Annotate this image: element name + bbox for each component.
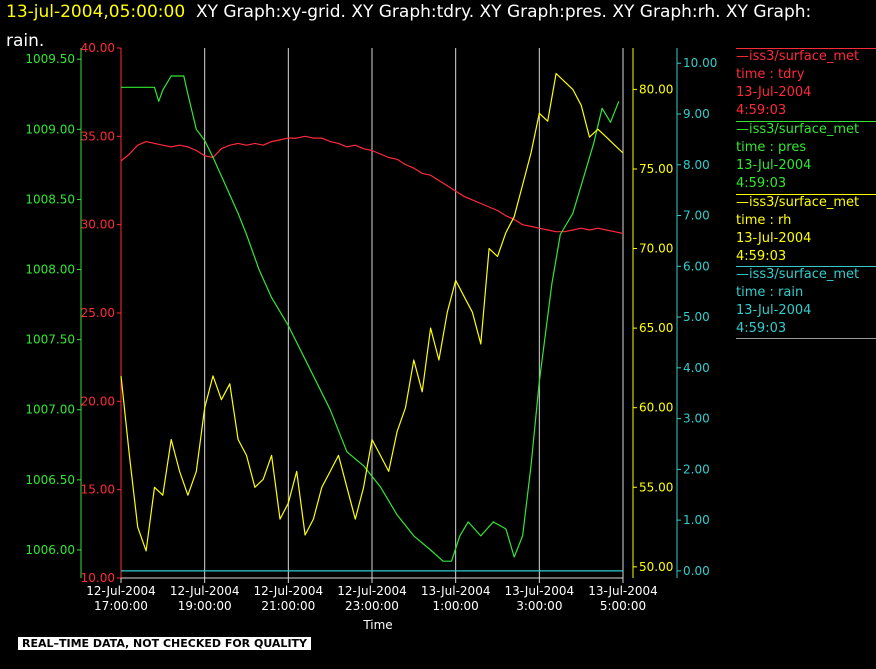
x-tick-label-time: 3:00:00	[516, 599, 562, 613]
tdry-tick-label: 10.00	[81, 571, 115, 585]
pres-tick-label: 1009.50	[25, 52, 75, 66]
legend-source: —iss3/surface_met	[736, 195, 860, 210]
legend-source-text: iss3/surface_met	[749, 49, 860, 64]
legend-source: —iss3/surface_met	[736, 267, 860, 282]
pres-tick-label: 1007.00	[25, 403, 75, 417]
rain-tick-label: 1.00	[683, 513, 710, 527]
legend-source: —iss3/surface_met	[736, 122, 860, 137]
pres-tick-label: 1009.00	[25, 122, 75, 136]
rh-tick-label: 55.00	[639, 480, 673, 494]
rain-tick-label: 8.00	[683, 158, 710, 172]
rain-tick-label: 7.00	[683, 209, 710, 223]
rain-tick-label: 2.00	[683, 462, 710, 476]
rh-tick-label: 50.00	[639, 560, 673, 574]
rain-tick-label: 4.00	[683, 361, 710, 375]
tdry-tick-label: 35.00	[81, 129, 115, 143]
rain-tick-label: 5.00	[683, 310, 710, 324]
quality-disclaimer: REAL–TIME DATA, NOT CHECKED FOR QUALITY	[18, 637, 312, 650]
tdry-tick-label: 40.00	[81, 41, 115, 55]
rain-tick-label: 3.00	[683, 412, 710, 426]
pres-tick-label: 1008.00	[25, 263, 75, 277]
chart-title: 13-jul-2004,05:00:00 XY Graph:xy-grid. X…	[6, 2, 811, 22]
x-tick-label-date: 12-Jul-2004	[254, 584, 324, 598]
legend-entry-pres: —iss3/surface_met time : pres 13-Jul-200…	[736, 121, 876, 193]
legend-rule-pres	[736, 121, 876, 122]
title-timestamp: 13-jul-2004,05:00:00	[6, 2, 186, 22]
legend-time: 4:59:03	[736, 321, 787, 336]
x-tick-label-time: 23:00:00	[345, 599, 399, 613]
legend-date: 13-Jul-2004	[736, 85, 812, 100]
xy-graph: 1006.00 1006.50 1007.00 1007.50 1008.00 1008.…	[25, 41, 717, 632]
rain-tick-label: 0.00	[683, 564, 710, 578]
x-tick-label-time: 1:00:00	[433, 599, 479, 613]
x-tick-label-time: 21:00:00	[261, 599, 315, 613]
rain-tick-label: 6.00	[683, 259, 710, 273]
x-tick-label-time: 5:00:00	[600, 599, 646, 613]
x-tick-label-date: 12-Jul-2004	[86, 584, 156, 598]
legend-variable: time : rh	[736, 213, 792, 228]
series-line-rh	[120, 72, 624, 552]
pres-tick-label: 1007.50	[25, 333, 75, 347]
series-line-pres	[121, 75, 620, 562]
legend-variable: time : pres	[736, 140, 807, 155]
legend-variable: time : tdry	[736, 67, 805, 82]
legend-source-text: iss3/surface_met	[749, 195, 860, 210]
legend-date: 13-Jul-2004	[736, 231, 812, 246]
tdry-tick-label: 30.00	[81, 218, 115, 232]
legend-rule-rain	[736, 266, 876, 267]
x-tick-label-date: 13-Jul-2004	[421, 584, 491, 598]
legend-variable: time : rain	[736, 285, 804, 300]
rh-tick-label: 60.00	[639, 401, 673, 415]
legend-source: —iss3/surface_met	[736, 49, 860, 64]
tdry-tick-label: 25.00	[81, 306, 115, 320]
rh-tick-label: 65.00	[639, 321, 673, 335]
legend-entry-rh: —iss3/surface_met time : rh 13-Jul-2004 …	[736, 194, 876, 266]
legend-bottom-rule	[736, 338, 876, 339]
pres-tick-label: 1008.50	[25, 192, 75, 206]
legend-source-text: iss3/surface_met	[749, 122, 860, 137]
title-graph-list: XY Graph:xy-grid. XY Graph:tdry. XY Grap…	[195, 2, 812, 22]
chart-title-continued: rain.	[6, 31, 45, 51]
pres-tick-label: 1006.00	[25, 543, 75, 557]
legend-date: 13-Jul-2004	[736, 158, 812, 173]
legend-date: 13-Jul-2004	[736, 303, 812, 318]
series-line-tdry	[120, 135, 624, 235]
rain-tick-label: 9.00	[683, 107, 710, 121]
tdry-tick-label: 20.00	[81, 394, 115, 408]
x-tick-label-date: 13-Jul-2004	[505, 584, 575, 598]
x-tick-label-time: 17:00:00	[94, 599, 148, 613]
legend-source-text: iss3/surface_met	[749, 267, 860, 282]
x-tick-label-time: 19:00:00	[178, 599, 232, 613]
pres-tick-label: 1006.50	[25, 473, 75, 487]
x-tick-label-date: 13-Jul-2004	[588, 584, 658, 598]
legend-rule-tdry	[736, 48, 876, 49]
legend-rule-rh	[736, 194, 876, 195]
rh-tick-label: 80.00	[639, 82, 673, 96]
legend-time: 4:59:03	[736, 249, 787, 264]
legend-entry-rain: —iss3/surface_met time : rain 13-Jul-200…	[736, 266, 876, 338]
rh-tick-label: 75.00	[639, 162, 673, 176]
x-axis-label: Time	[362, 618, 392, 632]
rh-tick-label: 70.00	[639, 242, 673, 256]
x-tick-label-date: 12-Jul-2004	[170, 584, 240, 598]
rain-tick-label: 10.00	[683, 56, 717, 70]
legend-entry-tdry: —iss3/surface_met time : tdry 13-Jul-200…	[736, 48, 876, 120]
tdry-tick-label: 15.00	[81, 483, 115, 497]
legend-time: 4:59:03	[736, 103, 787, 118]
legend-time: 4:59:03	[736, 176, 787, 191]
x-tick-label-date: 12-Jul-2004	[337, 584, 407, 598]
